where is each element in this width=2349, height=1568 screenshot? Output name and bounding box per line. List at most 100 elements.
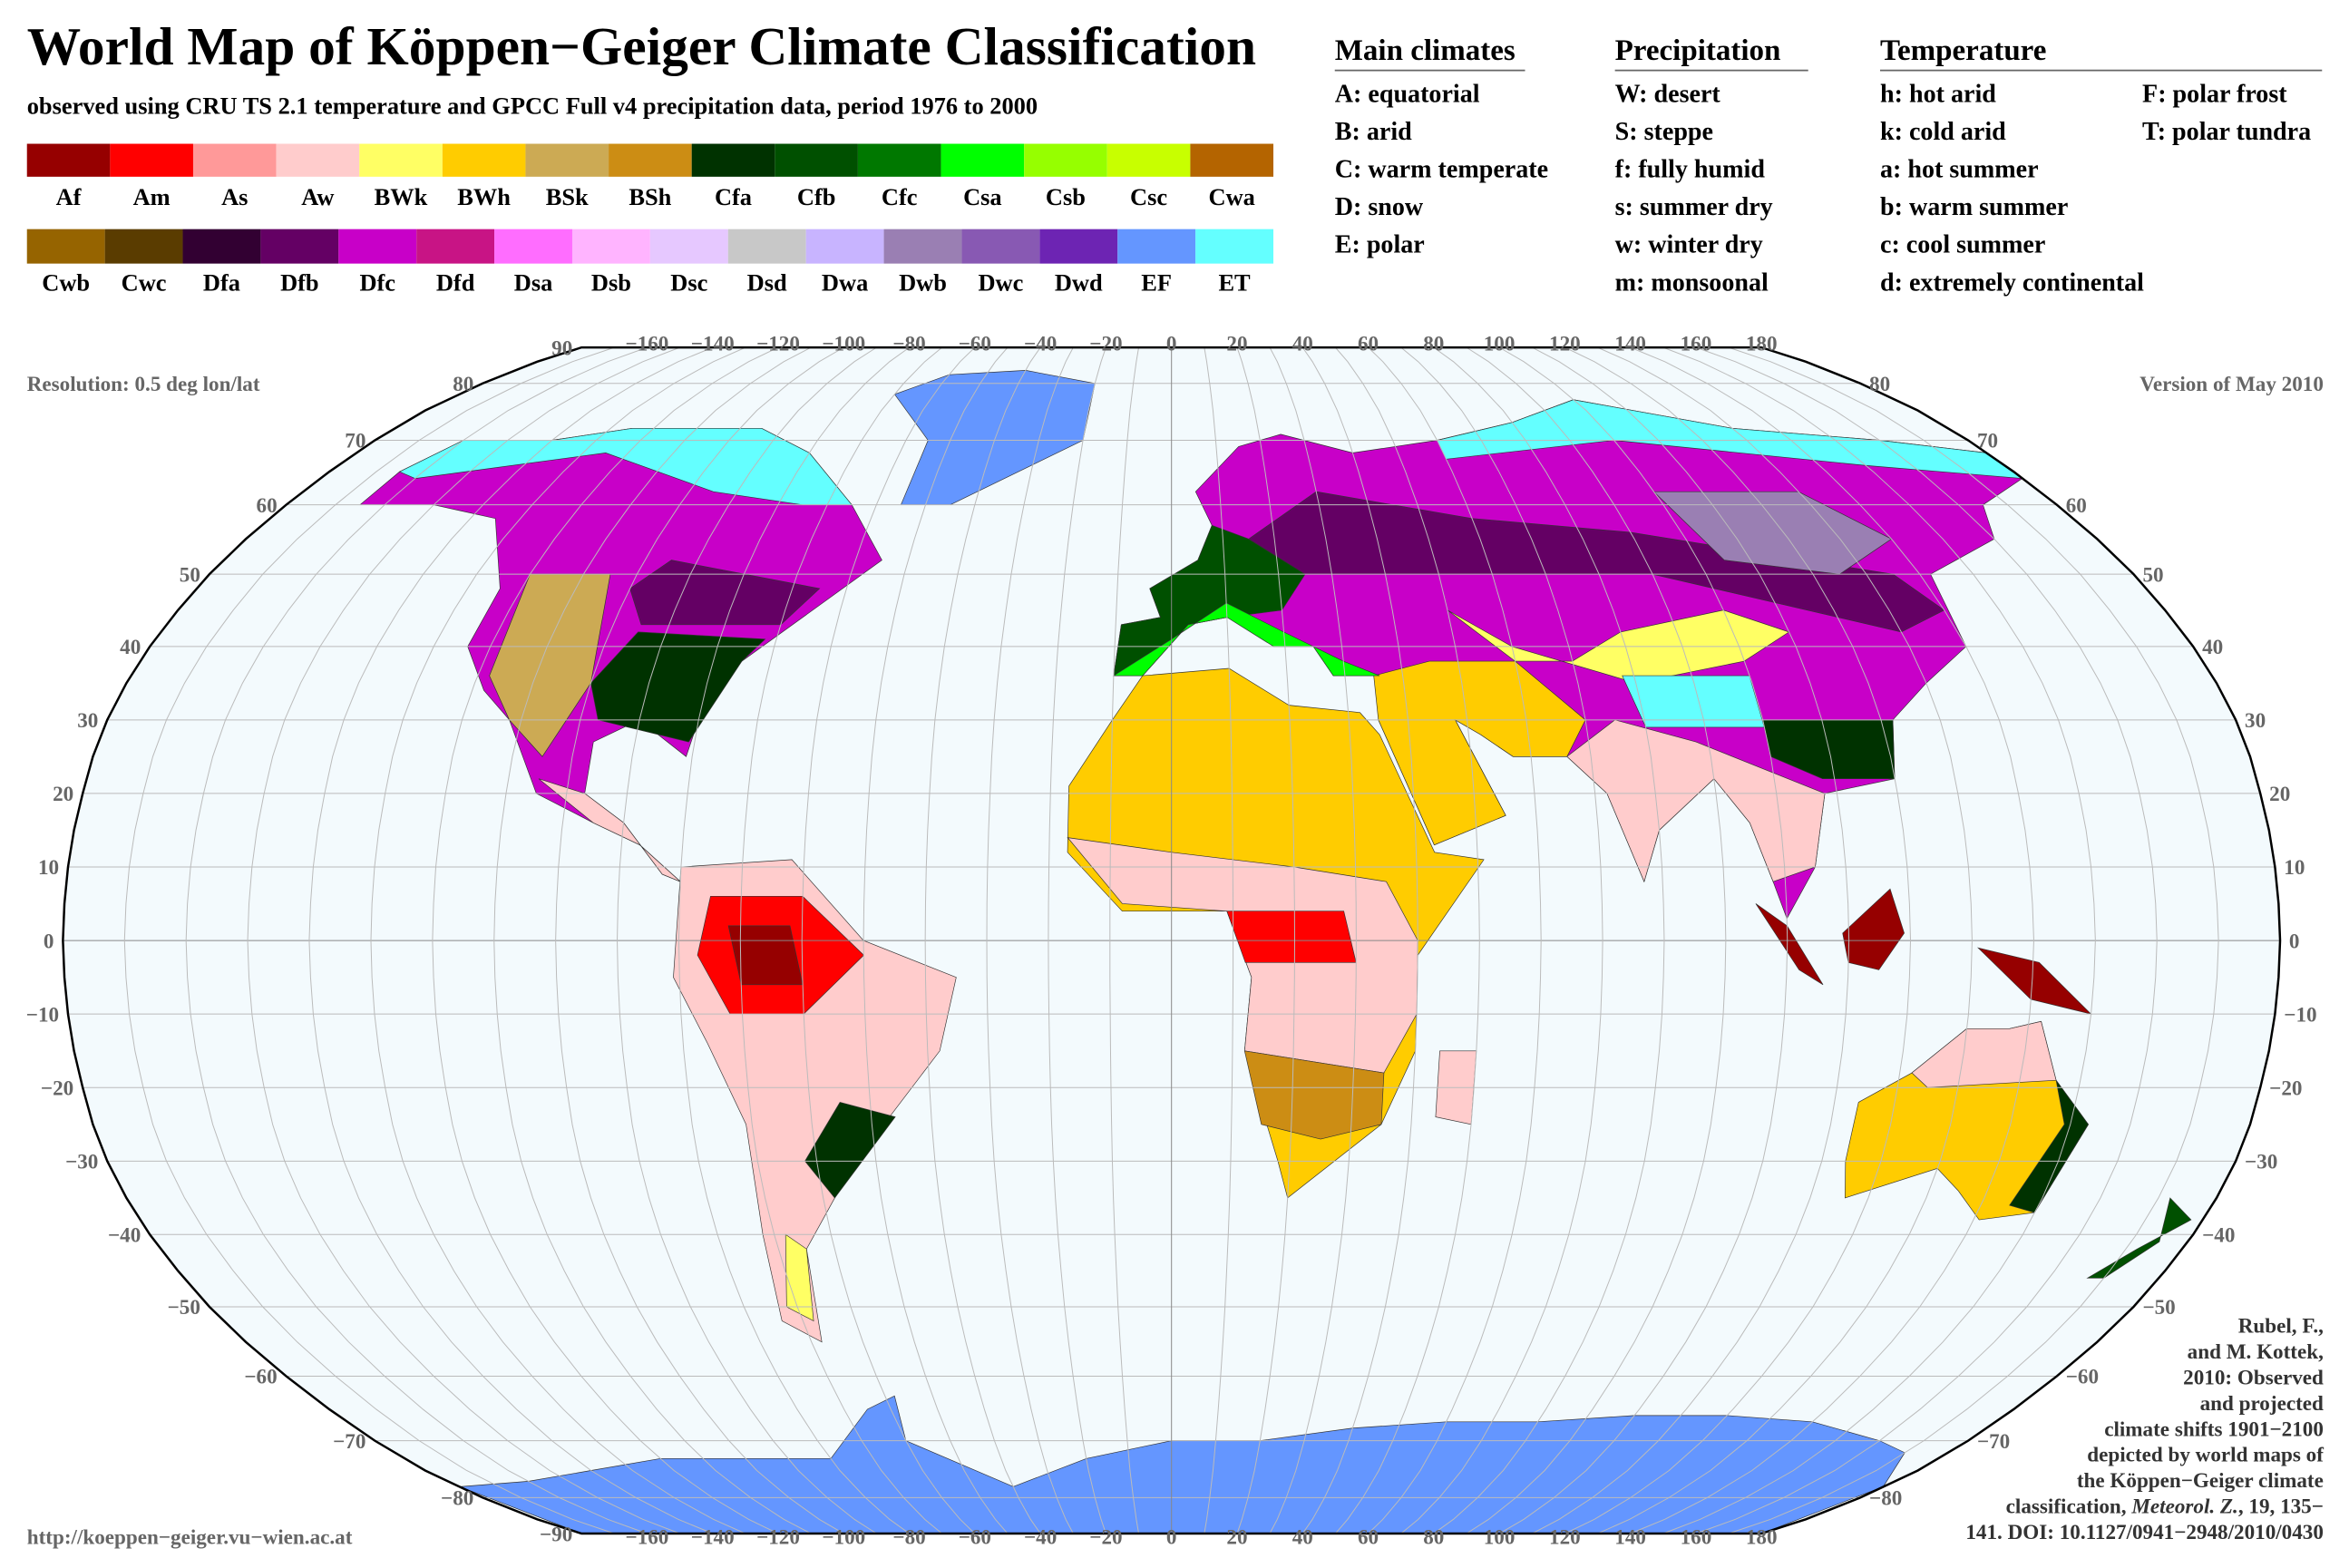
graticule	[1662, 346, 2096, 1534]
legend-code: Af	[56, 183, 83, 210]
legend-code: Dsc	[670, 268, 707, 296]
graticule	[1269, 346, 1357, 1534]
graticule	[1236, 346, 1295, 1534]
graticule	[1204, 347, 1234, 1534]
lon-label: 60	[1358, 332, 1379, 355]
lat-label: 60	[2066, 494, 2087, 518]
legend-code: ET	[1218, 268, 1251, 296]
lat-label: 0	[2289, 930, 2300, 953]
lat-label: 0	[44, 930, 54, 953]
lat-label: −10	[2284, 1003, 2316, 1027]
land	[1226, 911, 1357, 963]
lon-label: 40	[1292, 1526, 1313, 1550]
key-item: h: hot arid	[1880, 80, 1996, 108]
legend-swatch	[192, 143, 277, 177]
legend-swatch	[359, 143, 443, 177]
lat-label: 50	[2142, 563, 2163, 587]
graticule	[617, 346, 877, 1534]
lon-label: −40	[1024, 1526, 1057, 1550]
legend-code: Am	[133, 183, 171, 210]
lat-label: 60	[257, 494, 278, 518]
key-item: f: fully humid	[1615, 156, 1766, 184]
graticule	[986, 346, 1074, 1534]
lon-label: −60	[959, 332, 991, 355]
lat-label: 90	[551, 336, 572, 360]
key-item: B: arid	[1335, 118, 1412, 146]
legend-code: Cwb	[42, 268, 90, 296]
legend-code: Csb	[1046, 183, 1086, 210]
lon-label: 100	[1484, 1526, 1516, 1550]
lon-label: −100	[822, 1526, 865, 1550]
legend-code: Dwd	[1055, 268, 1103, 296]
lon-label: 100	[1484, 332, 1516, 355]
lat-label: 30	[77, 709, 98, 733]
citation-line: classification, Meteorol. Z., 19, 135−	[2006, 1495, 2324, 1519]
legend-swatch	[775, 143, 858, 177]
key-item: m: monsoonal	[1615, 268, 1769, 297]
land	[2086, 1197, 2192, 1279]
legend-code: Dwc	[978, 268, 1023, 296]
lat-label: 40	[120, 636, 141, 659]
land	[804, 1102, 896, 1199]
lon-label: 80	[1423, 1526, 1444, 1550]
legend-swatch	[1024, 143, 1107, 177]
legend-code: Dwa	[822, 268, 868, 296]
lat-label: 30	[2245, 709, 2266, 733]
key-item: D: snow	[1335, 193, 1424, 221]
legend-code: Dfa	[203, 268, 240, 296]
graticule	[123, 346, 615, 1534]
legend-code: Dfb	[280, 268, 319, 296]
lon-label: 160	[1681, 332, 1712, 355]
lat-label: 70	[1977, 430, 1998, 453]
citation-line: Rubel, F.,	[2238, 1315, 2324, 1339]
lon-label: 120	[1549, 332, 1581, 355]
legend-swatch	[1117, 229, 1196, 264]
legend-code: BWh	[457, 183, 511, 210]
land	[1652, 491, 1893, 575]
legend-code: Cwa	[1209, 183, 1255, 210]
graticule	[1532, 346, 1850, 1534]
map-outline	[62, 346, 2282, 1535]
lon-label: −120	[756, 332, 800, 355]
legend-swatch	[104, 229, 183, 264]
legend-swatch	[883, 229, 962, 264]
legend-code: Dfd	[436, 268, 475, 296]
lon-label: −40	[1024, 332, 1057, 355]
legend-code: Cfc	[882, 183, 918, 210]
lat-label: 20	[53, 783, 73, 806]
key-item: S: steppe	[1615, 118, 1713, 146]
lat-label: −80	[1869, 1487, 1902, 1511]
lon-label: −100	[822, 332, 865, 355]
legend-code: As	[221, 183, 248, 210]
legend-swatch	[857, 143, 941, 177]
lon-label: −20	[1089, 1526, 1122, 1550]
legend-code: Cfa	[715, 183, 752, 210]
legend-swatch	[1190, 143, 1274, 177]
lon-label: −140	[691, 332, 735, 355]
resolution: Resolution: 0.5 deg lon/lat	[27, 373, 260, 396]
key-item: k: cold arid	[1880, 118, 2006, 146]
lon-label: 140	[1614, 1526, 1646, 1550]
citation-line: and projected	[2200, 1392, 2324, 1416]
lon-label: 120	[1549, 1526, 1581, 1550]
graticule	[1728, 346, 2219, 1534]
lat-label: −60	[2066, 1366, 2099, 1389]
lon-label: 80	[1423, 332, 1444, 355]
legend-code: Dfc	[359, 268, 395, 296]
lat-label: −50	[2142, 1296, 2175, 1320]
lon-label: 180	[1746, 332, 1778, 355]
legend-code: Csc	[1130, 183, 1167, 210]
legend-code: EF	[1141, 268, 1172, 296]
lat-label: −70	[333, 1430, 366, 1454]
lon-label: −60	[959, 1526, 991, 1550]
lat-label: 20	[2269, 783, 2290, 806]
lat-label: −20	[2269, 1077, 2302, 1101]
lat-label: 80	[453, 373, 473, 396]
lat-label: −30	[2245, 1151, 2277, 1174]
citation-part: ,	[2238, 1495, 2249, 1519]
legend-swatch	[525, 143, 609, 177]
lat-label: −30	[65, 1151, 98, 1174]
legend-swatch	[182, 229, 261, 264]
legend-code: Aw	[301, 183, 334, 210]
graticule	[1335, 346, 1480, 1534]
